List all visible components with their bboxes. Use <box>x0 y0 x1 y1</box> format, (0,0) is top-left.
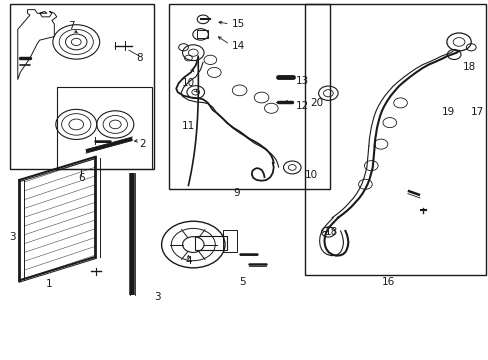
Text: 3: 3 <box>9 232 16 242</box>
Text: 16: 16 <box>381 277 394 287</box>
Text: 8: 8 <box>136 53 142 63</box>
Bar <box>194 235 227 250</box>
Text: 1: 1 <box>46 279 53 289</box>
Text: 4: 4 <box>185 256 191 266</box>
Text: 10: 10 <box>182 78 195 88</box>
Text: 9: 9 <box>233 188 240 198</box>
Text: 20: 20 <box>309 98 323 108</box>
Bar <box>10 4 154 169</box>
Text: 6: 6 <box>78 173 84 183</box>
Bar <box>305 4 485 275</box>
Text: 13: 13 <box>295 76 308 86</box>
Bar <box>57 87 152 169</box>
Text: 17: 17 <box>469 107 483 117</box>
Text: 11: 11 <box>182 121 195 131</box>
Text: 7: 7 <box>68 21 75 31</box>
Text: 14: 14 <box>232 41 245 50</box>
Text: 10: 10 <box>305 170 318 180</box>
Text: 3: 3 <box>154 292 161 302</box>
Text: 18: 18 <box>325 227 338 237</box>
Text: 18: 18 <box>462 62 475 72</box>
Bar <box>197 30 207 39</box>
Text: 5: 5 <box>238 277 245 287</box>
Text: 15: 15 <box>232 19 245 29</box>
Bar <box>168 4 329 189</box>
Text: 19: 19 <box>441 107 454 117</box>
Bar <box>222 230 237 252</box>
Text: 2: 2 <box>140 139 146 149</box>
Text: 12: 12 <box>295 102 308 112</box>
